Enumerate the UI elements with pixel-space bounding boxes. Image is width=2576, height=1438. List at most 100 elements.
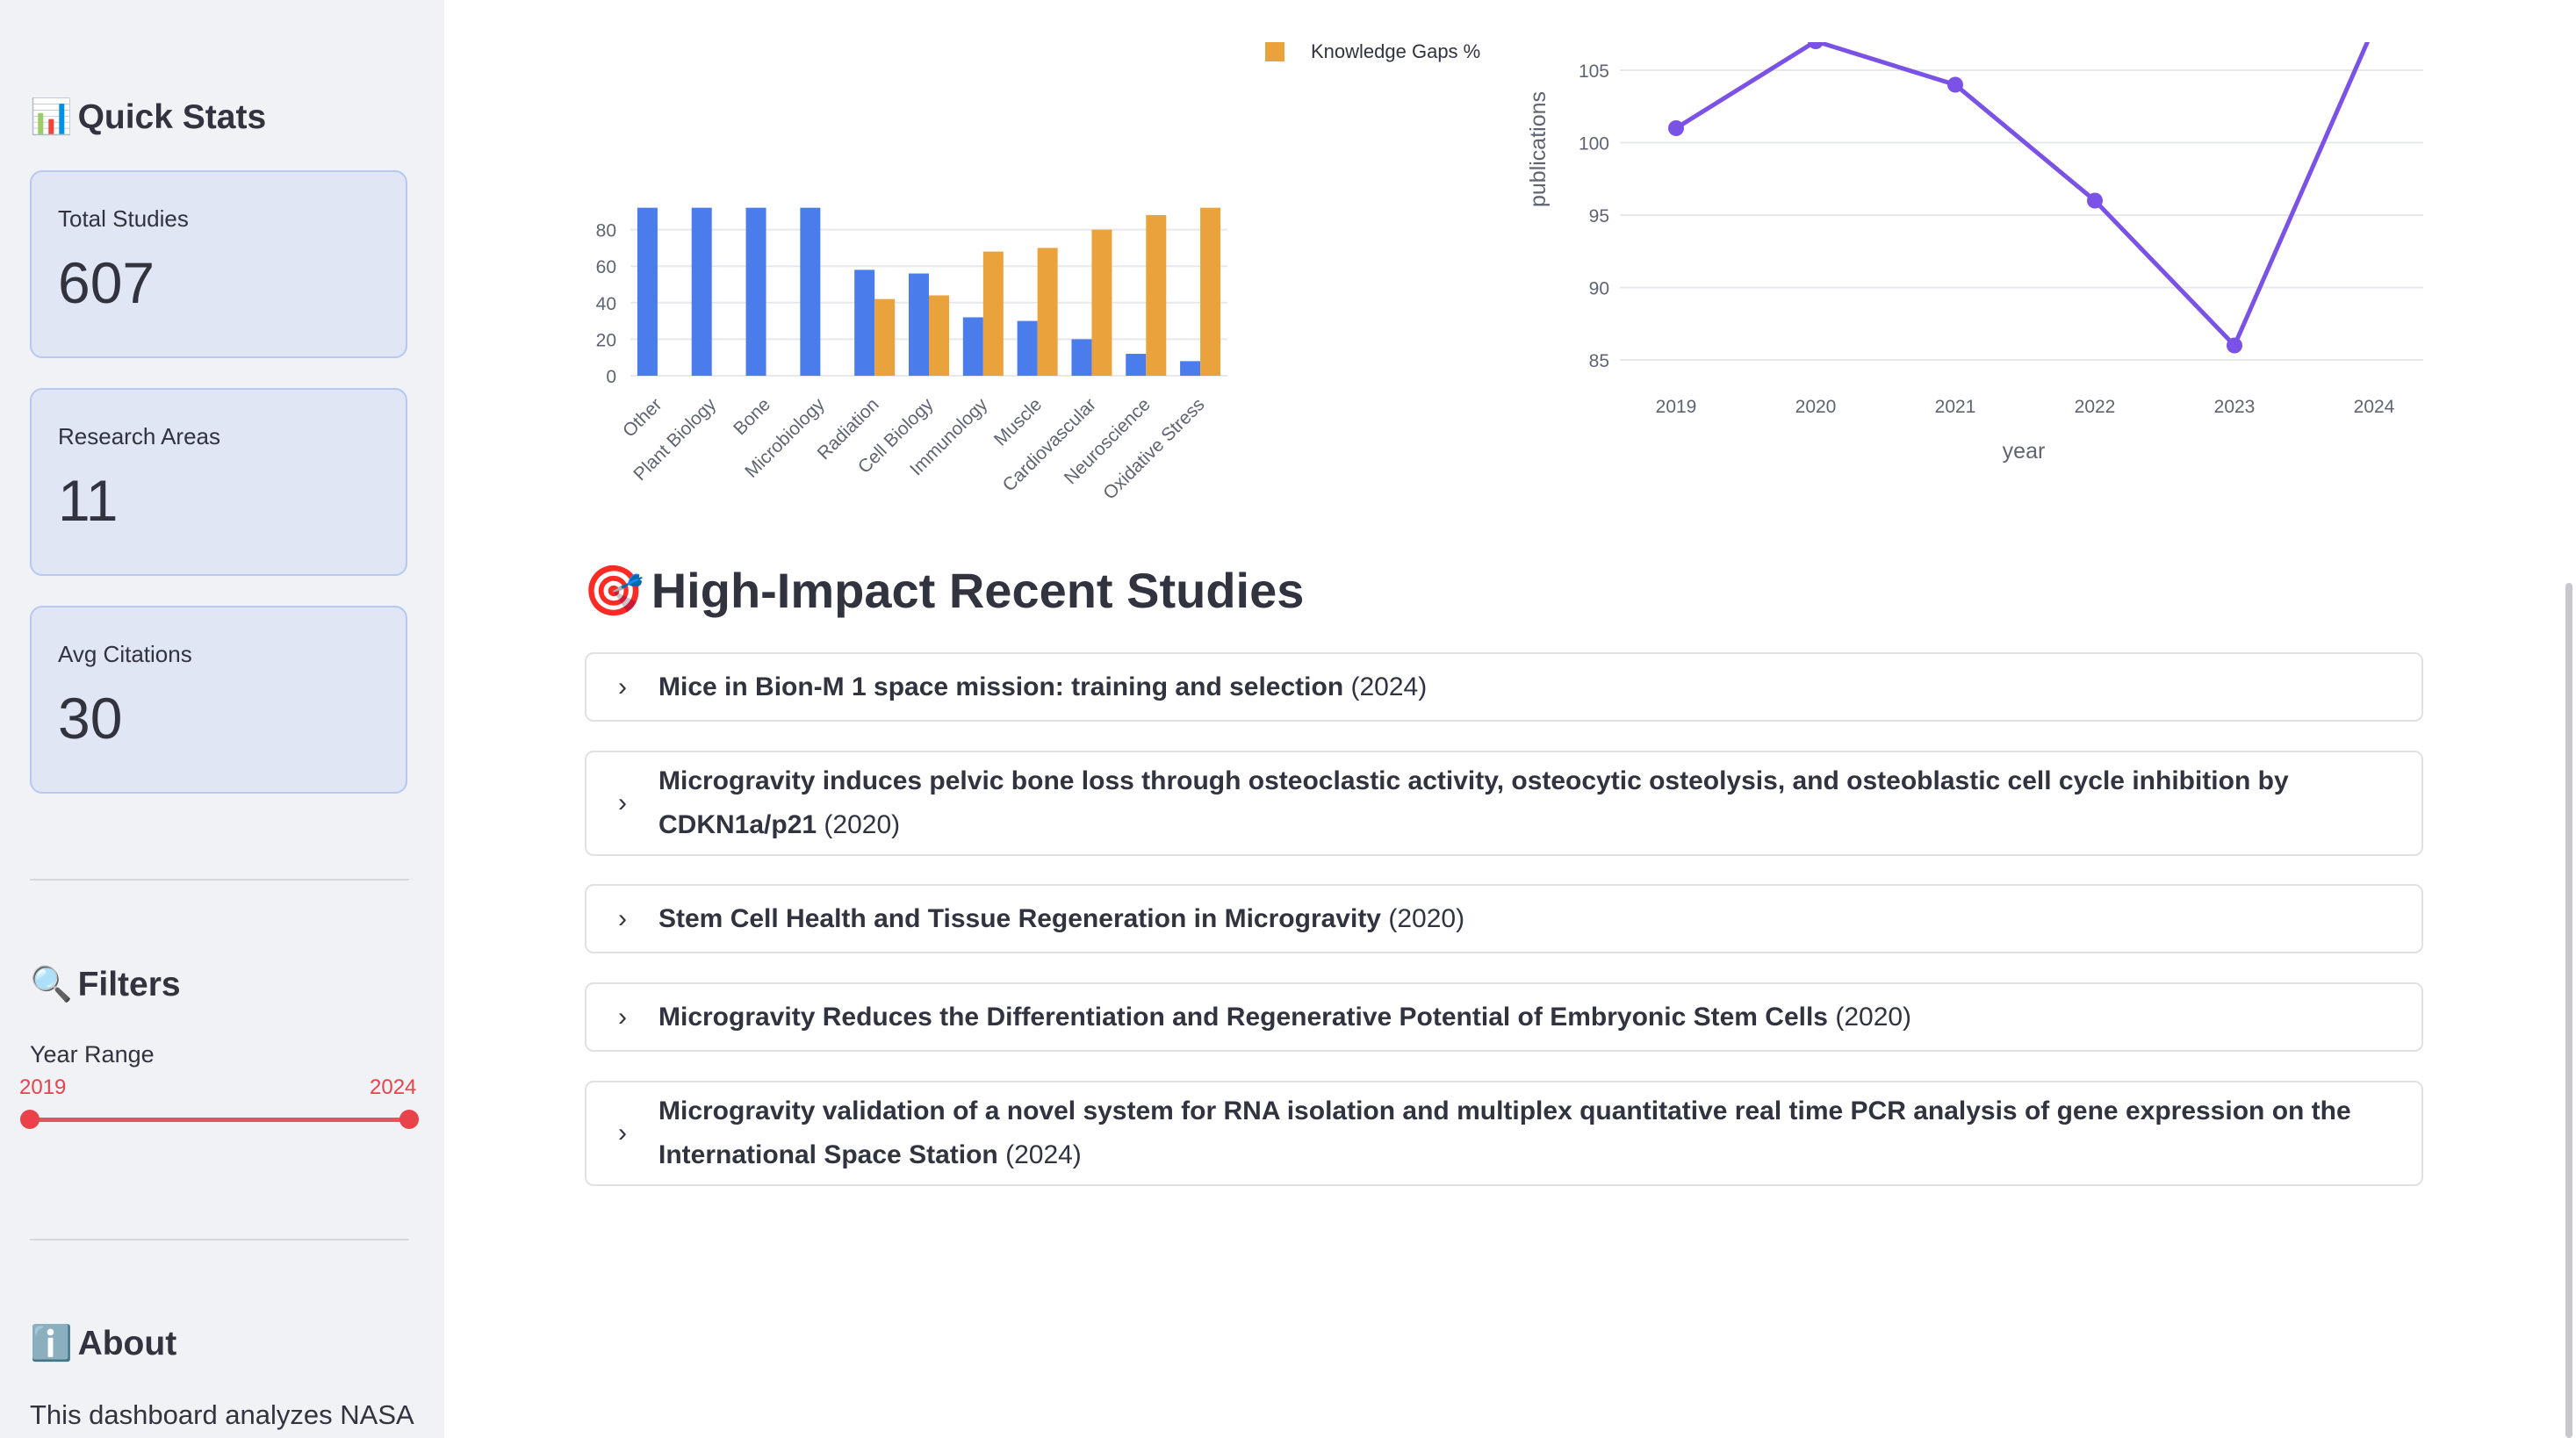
- line-ytick-label: 95: [1589, 206, 1609, 226]
- bar: [909, 273, 929, 376]
- bar: [854, 270, 875, 376]
- bar: [1180, 361, 1201, 376]
- study-title: Stem Cell Health and Tissue Regeneration…: [658, 897, 2369, 941]
- chevron-right-icon: ›: [618, 903, 627, 933]
- bar: [800, 207, 821, 376]
- quick-stats-heading: 📊 Quick Stats: [30, 97, 266, 137]
- bar-xtick-label: Other: [619, 394, 666, 441]
- study-title-text: Mice in Bion-M 1 space mission: training…: [658, 672, 1344, 701]
- line-point: [1947, 76, 1963, 93]
- bar-chart-icon: 📊: [30, 98, 73, 136]
- bar-ytick-label: 0: [606, 367, 616, 387]
- bar-ytick-label: 80: [596, 221, 616, 241]
- study-year: (2020): [824, 810, 901, 839]
- target-icon: 🎯: [583, 563, 644, 618]
- line-xtick-label: 2022: [2075, 397, 2116, 417]
- study-year: (2020): [1835, 1002, 1912, 1032]
- year-range-label: Year Range: [30, 1041, 155, 1068]
- study-expander[interactable]: › Microgravity induces pelvic bone loss …: [585, 751, 2423, 856]
- line-xtick-label: 2023: [2214, 397, 2256, 417]
- study-title: Microgravity Reduces the Differentiation…: [658, 996, 2369, 1039]
- metric-value: 607: [58, 250, 155, 315]
- about-text: This dashboard analyzes NASA: [30, 1399, 414, 1430]
- metric-card-total-studies: Total Studies 607: [30, 170, 407, 358]
- study-title: Mice in Bion-M 1 space mission: training…: [658, 665, 2369, 709]
- about-title: About: [77, 1325, 177, 1363]
- study-year: (2020): [1388, 903, 1465, 933]
- bar-ytick-label: 20: [596, 330, 616, 350]
- magnifier-icon: 🔍: [30, 966, 73, 1003]
- line-ytick-label: 90: [1589, 279, 1609, 299]
- year-range-max-handle[interactable]: [399, 1110, 419, 1129]
- legend-swatch: [1265, 42, 1284, 61]
- bar-ytick-label: 60: [596, 257, 616, 277]
- legend-label: Knowledge Gaps %: [1311, 40, 1480, 62]
- chevron-right-icon: ›: [618, 1002, 627, 1032]
- metric-label: Avg Citations: [58, 641, 192, 667]
- line-xtick-label: 2020: [1795, 397, 1837, 417]
- metric-card-avg-citations: Avg Citations 30: [30, 606, 407, 794]
- filters-title: Filters: [77, 966, 181, 1003]
- bar: [637, 207, 658, 376]
- bar-xtick-label: Oxidative Stress: [1099, 394, 1208, 503]
- study-expander[interactable]: › Microgravity validation of a novel sys…: [585, 1081, 2423, 1186]
- study-title: Microgravity induces pelvic bone loss th…: [658, 759, 2369, 847]
- line-point: [2087, 192, 2103, 209]
- study-title-text: Microgravity induces pelvic bone loss th…: [658, 766, 2289, 839]
- metric-label: Total Studies: [58, 205, 189, 232]
- line-ytick-label: 105: [1579, 61, 1609, 82]
- chevron-right-icon: ›: [618, 788, 627, 817]
- year-range-min-value: 2019: [19, 1075, 67, 1099]
- study-year: (2024): [1350, 672, 1428, 701]
- line-yaxis-title: publications: [1526, 91, 1551, 207]
- chevron-right-icon: ›: [618, 672, 627, 701]
- line-xaxis-title: year: [2003, 439, 2046, 464]
- year-range-min-handle[interactable]: [20, 1110, 40, 1129]
- bar: [1071, 339, 1092, 376]
- line-point: [1808, 42, 1824, 49]
- bar: [1091, 229, 1112, 376]
- chevron-right-icon: ›: [618, 1118, 627, 1147]
- line-ytick-label: 100: [1579, 134, 1609, 155]
- metric-card-research-areas: Research Areas 11: [30, 388, 407, 576]
- year-range-track[interactable]: [30, 1118, 409, 1122]
- study-expander[interactable]: › Stem Cell Health and Tissue Regenerati…: [585, 884, 2423, 953]
- study-expander[interactable]: › Mice in Bion-M 1 space mission: traini…: [585, 652, 2423, 722]
- sidebar-divider: [30, 879, 409, 881]
- quick-stats-title: Quick Stats: [77, 98, 267, 136]
- bar: [1017, 320, 1038, 376]
- section-title-text: High-Impact Recent Studies: [651, 563, 1305, 618]
- sidebar: 📊 Quick Stats Total Studies 607 Research …: [0, 0, 444, 1438]
- line-point: [2227, 337, 2242, 354]
- study-title-text: Microgravity validation of a novel syste…: [658, 1096, 2351, 1169]
- line-xtick-label: 2024: [2354, 397, 2395, 417]
- bar: [962, 317, 983, 376]
- bar: [745, 207, 766, 376]
- scrollbar[interactable]: [2565, 583, 2572, 1438]
- bar: [1200, 207, 1221, 376]
- metric-value: 11: [58, 468, 119, 533]
- study-expander[interactable]: › Microgravity Reduces the Differentiati…: [585, 982, 2423, 1052]
- study-title-text: Stem Cell Health and Tissue Regeneration…: [658, 903, 1381, 933]
- info-icon: ℹ️: [30, 1325, 73, 1363]
- line-xtick-label: 2021: [1935, 397, 1976, 417]
- bar: [691, 207, 712, 376]
- study-year: (2024): [1005, 1140, 1082, 1169]
- filters-heading: 🔍 Filters: [30, 964, 181, 1004]
- bar-xtick-label: Cardiovascular: [999, 394, 1100, 495]
- line-xtick-label: 2019: [1656, 397, 1697, 417]
- metric-label: Research Areas: [58, 423, 220, 449]
- bar: [982, 251, 1004, 376]
- line-ytick-label: 85: [1589, 351, 1609, 371]
- line-point: [1668, 120, 1684, 136]
- metric-value: 30: [58, 686, 123, 751]
- study-title-text: Microgravity Reduces the Differentiation…: [658, 1002, 1828, 1032]
- bar: [874, 298, 896, 376]
- bar-xtick-label: Bone: [730, 394, 774, 439]
- about-heading: ℹ️ About: [30, 1323, 176, 1363]
- section-title: 🎯 High-Impact Recent Studies: [583, 562, 1304, 620]
- bar-ytick-label: 40: [596, 294, 616, 314]
- line-point: [2366, 19, 2382, 35]
- bar: [1146, 214, 1167, 376]
